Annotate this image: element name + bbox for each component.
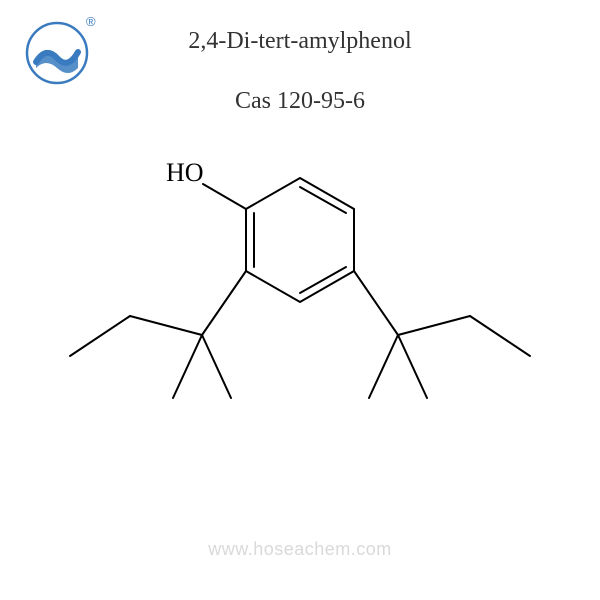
chemical-structure-diagram: HO [0,140,600,520]
cas-number: Cas 120-95-6 [0,88,600,115]
compound-title: 2,4-Di-tert-amylphenol [0,28,600,55]
hydroxyl-label: HO [166,158,204,187]
registered-mark: ® [86,14,96,29]
watermark-url: www.hoseachem.com [0,539,600,560]
